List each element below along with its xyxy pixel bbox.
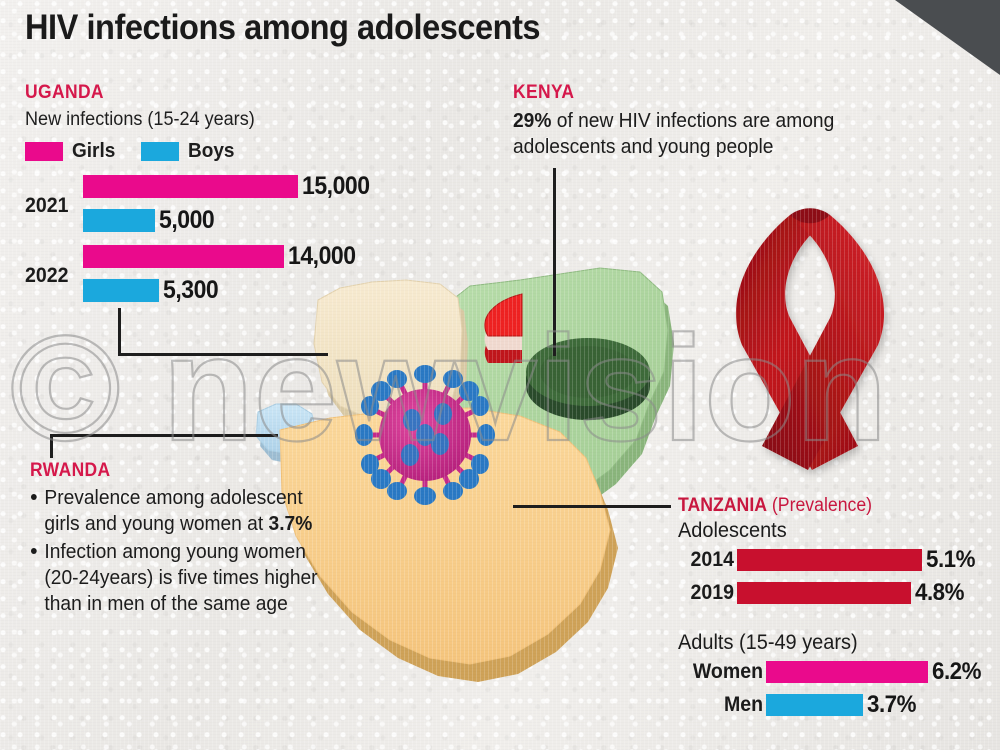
- bar-value-boys-2021: 5,000: [159, 206, 215, 234]
- uganda-bar-chart: 2021 15,000 5,000 2022: [25, 172, 425, 310]
- rwanda-section: RWANDA Prevalence among adolescent girls…: [30, 460, 350, 619]
- rwanda-leader-line: [50, 434, 278, 437]
- rwanda-bullet-item: Prevalence among adolescent girls and yo…: [30, 485, 337, 537]
- corner-fold-decoration: [895, 0, 1000, 75]
- uganda-year-label: 2022: [25, 264, 69, 287]
- legend-swatch-girls: [25, 142, 63, 161]
- watermark: © newvision: [9, 318, 889, 473]
- bar-value-boys-2022: 5,300: [163, 276, 219, 304]
- tanzania-bar-row-2019: 2019 4.8%: [678, 579, 993, 607]
- uganda-leader-line-vertical: [118, 308, 121, 356]
- tanzania-country-label: TANZANIA (Prevalence): [678, 495, 971, 517]
- uganda-year-group: 2021 15,000 5,000: [25, 172, 425, 240]
- watermark-text: © newvision: [10, 318, 887, 472]
- kenya-section: KENYA 29% of new HIV infections are amon…: [513, 82, 933, 161]
- virus-particle-icon: [355, 365, 495, 505]
- uganda-leader-line-horizontal: [118, 353, 328, 356]
- tanzania-bar-value-women: 6.2%: [932, 658, 982, 685]
- tanzania-bar-2019: [737, 582, 911, 604]
- legend-swatch-boys: [140, 142, 179, 161]
- tanzania-leader-line: [513, 505, 671, 508]
- uganda-year-group: 2022 14,000 5,300: [25, 242, 425, 310]
- kenya-pie-chart: [484, 293, 650, 420]
- kenya-stat-value: 29%: [513, 110, 552, 132]
- rwanda-bullet-list: Prevalence among adolescent girls and yo…: [30, 485, 350, 617]
- tanzania-bar-value-2019: 4.8%: [915, 579, 965, 606]
- tanzania-row-label-men: Men: [723, 693, 763, 716]
- uganda-section: UGANDA New infections (15-24 years) Girl…: [25, 82, 425, 312]
- kenya-statistic-text: 29% of new HIV infections are among adol…: [513, 108, 916, 161]
- rwanda-bullet-item: Infection among young women (20-24years)…: [30, 539, 337, 617]
- rwanda-country-label: RWANDA: [30, 460, 111, 481]
- bar-row-girls-2022: 14,000: [83, 242, 425, 271]
- rwanda-leader-line-stub: [50, 434, 53, 458]
- legend-label-boys: Boys: [187, 140, 235, 162]
- tanzania-group-label-adults: Adults (15-49 years): [678, 631, 858, 654]
- tanzania-bar-men: [766, 694, 863, 716]
- rwanda-bullet-highlight: 3.7%: [268, 513, 313, 535]
- bar-value-girls-2022: 14,000: [288, 242, 356, 270]
- kenya-leader-line: [553, 168, 556, 356]
- bar-girls-2021: [83, 175, 298, 198]
- tanzania-group-label-adolescents: Adolescents: [678, 519, 787, 542]
- tanzania-row-label-2019: 2019: [690, 581, 734, 604]
- tanzania-country-suffix: (Prevalence): [766, 495, 873, 516]
- tanzania-bar-2014: [737, 549, 922, 571]
- tanzania-bar-value-2014: 5.1%: [926, 546, 976, 573]
- bar-boys-2022: [83, 279, 159, 302]
- tanzania-section: TANZANIA (Prevalence) Adolescents 2014 5…: [678, 495, 993, 724]
- tanzania-country-name: TANZANIA: [678, 495, 767, 516]
- bar-value-girls-2021: 15,000: [302, 172, 370, 200]
- legend-label-girls: Girls: [72, 140, 116, 162]
- uganda-subtitle: New infections (15-24 years): [25, 109, 255, 130]
- bar-girls-2022: [83, 245, 284, 268]
- rwanda-bullet-text: Prevalence among adolescent girls and yo…: [44, 487, 303, 535]
- bar-row-boys-2021: 5,000: [83, 206, 425, 235]
- tanzania-bar-row-men: Men 3.7%: [678, 691, 993, 719]
- tanzania-row-label-2014: 2014: [690, 548, 734, 571]
- bar-boys-2021: [83, 209, 155, 232]
- rwanda-bullet-text: Infection among young women (20-24years)…: [44, 541, 318, 615]
- bar-row-boys-2022: 5,300: [83, 276, 425, 305]
- uganda-country-label: UGANDA: [25, 82, 104, 103]
- kenya-map-shape: [451, 267, 674, 514]
- tanzania-bar-value-men: 3.7%: [867, 691, 917, 718]
- kenya-country-label: KENYA: [513, 82, 575, 103]
- tanzania-bar-row-women: Women 6.2%: [678, 658, 993, 686]
- tanzania-group-spacer: [678, 612, 993, 629]
- red-ribbon-icon: [735, 208, 885, 470]
- bar-row-girls-2021: 15,000: [83, 172, 425, 201]
- tanzania-row-label-women: Women: [692, 660, 763, 683]
- uganda-legend: Girls Boys: [25, 140, 425, 163]
- page-title: HIV infections among adolescents: [25, 8, 541, 47]
- kenya-stat-description: of new HIV infections are among adolesce…: [513, 110, 835, 159]
- tanzania-bar-row-2014: 2014 5.1%: [678, 546, 993, 574]
- tanzania-bar-women: [766, 661, 928, 683]
- uganda-year-label: 2021: [25, 194, 69, 217]
